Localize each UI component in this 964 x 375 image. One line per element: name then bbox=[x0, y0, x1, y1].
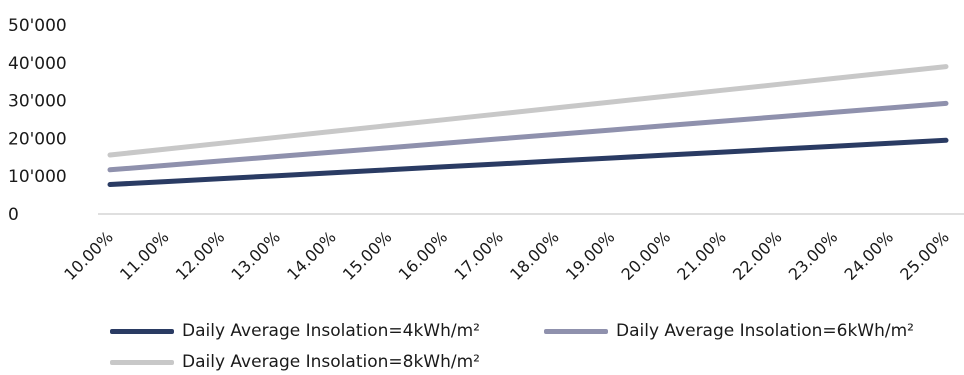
legend-item-4kwh: Daily Average Insolation=4kWh/m² bbox=[110, 319, 480, 343]
y-tick-label: 0 bbox=[8, 205, 19, 225]
x-tick-label: 20.00% bbox=[618, 227, 675, 284]
y-tick-label: 10'000 bbox=[8, 167, 67, 187]
series-line-2 bbox=[107, 100, 949, 173]
y-axis: 0 10'000 20'000 30'000 40'000 50'000 bbox=[8, 16, 67, 225]
x-tick-label: 17.00% bbox=[450, 227, 507, 284]
x-tick-label: 21.00% bbox=[673, 227, 730, 284]
legend-label-6kwh: Daily Average Insolation=6kWh/m² bbox=[616, 321, 914, 341]
x-tick-label: 13.00% bbox=[227, 227, 284, 284]
y-tick-label: 40'000 bbox=[8, 54, 67, 74]
x-tick-label: 18.00% bbox=[506, 227, 563, 284]
x-tick-label: 22.00% bbox=[729, 227, 786, 284]
legend: Daily Average Insolation=4kWh/m² Daily A… bbox=[0, 312, 964, 375]
legend-item-8kwh: Daily Average Insolation=8kWh/m² bbox=[110, 350, 480, 374]
x-tick-label: 23.00% bbox=[785, 227, 842, 284]
series-lines bbox=[107, 64, 949, 187]
x-tick-label: 16.00% bbox=[395, 227, 452, 284]
x-tick-label: 24.00% bbox=[841, 227, 898, 284]
x-axis: 10.00% 11.00% 12.00% 13.00% 14.00% 15.00% 16.0… bbox=[60, 227, 953, 284]
x-tick-label: 14.00% bbox=[283, 227, 340, 284]
series-line-1 bbox=[107, 137, 949, 187]
y-tick-label: 30'000 bbox=[8, 92, 67, 112]
x-tick-label: 15.00% bbox=[339, 227, 396, 284]
series-line-3 bbox=[107, 64, 949, 158]
x-tick-label: 11.00% bbox=[116, 227, 173, 284]
x-tick-label: 25.00% bbox=[896, 227, 953, 284]
legend-swatch-8kwh bbox=[110, 359, 174, 365]
y-tick-label: 20'000 bbox=[8, 129, 67, 149]
legend-swatch-4kwh bbox=[110, 328, 174, 334]
line-chart: 0 10'000 20'000 30'000 40'000 50'000 10.00% 11… bbox=[8, 16, 964, 284]
x-tick-label: 12.00% bbox=[172, 227, 229, 284]
legend-swatch-6kwh bbox=[544, 328, 608, 334]
legend-label-4kwh: Daily Average Insolation=4kWh/m² bbox=[182, 321, 480, 341]
y-tick-label: 50'000 bbox=[8, 16, 67, 36]
x-tick-label: 19.00% bbox=[562, 227, 619, 284]
legend-label-8kwh: Daily Average Insolation=8kWh/m² bbox=[182, 352, 480, 372]
x-tick-label: 10.00% bbox=[60, 227, 117, 284]
legend-item-6kwh: Daily Average Insolation=6kWh/m² bbox=[544, 319, 914, 343]
